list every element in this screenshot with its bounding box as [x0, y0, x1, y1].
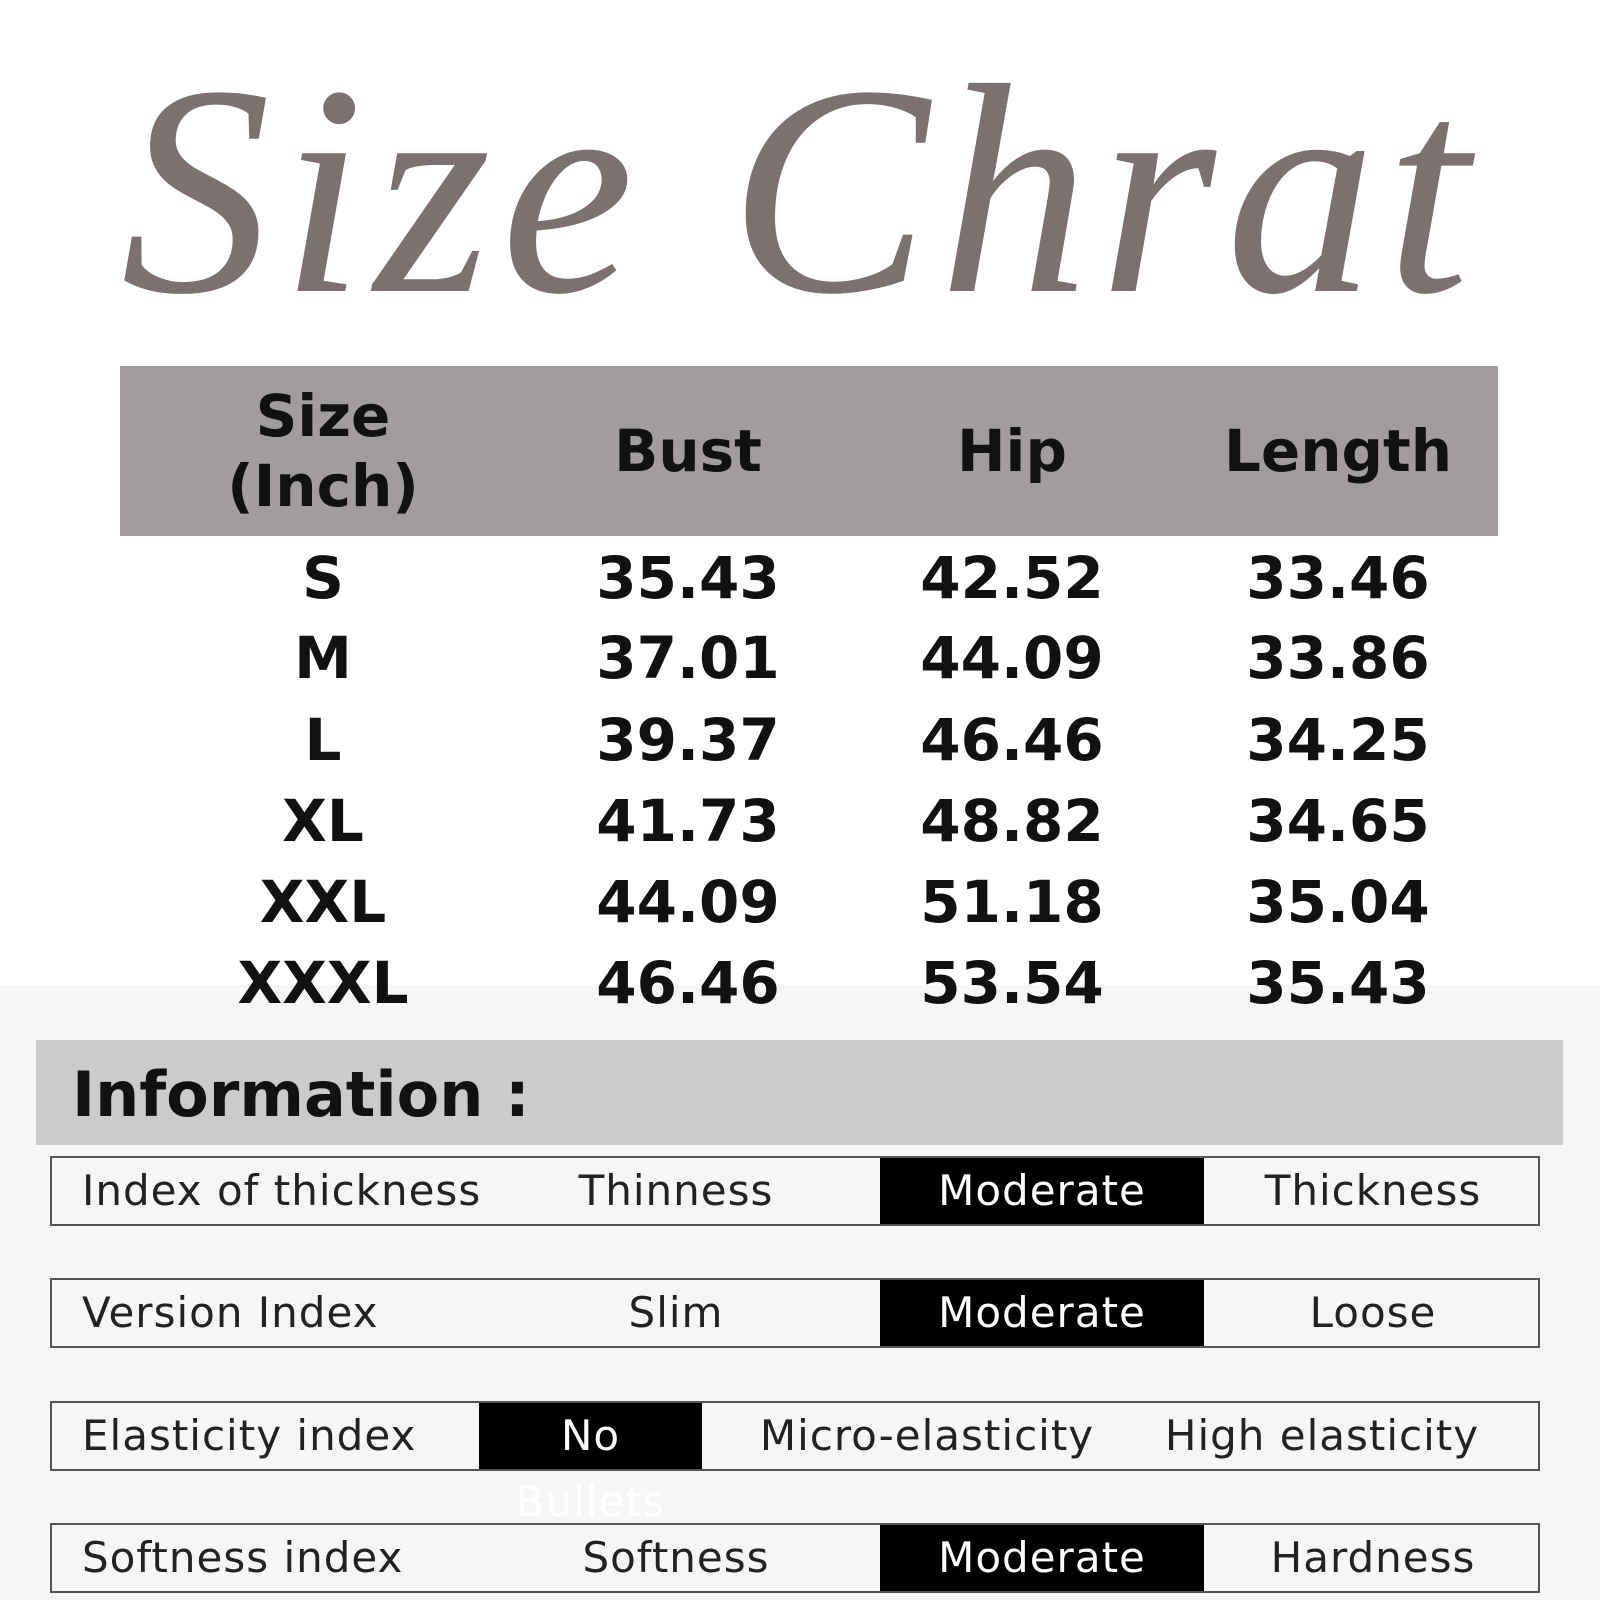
info-option: Moderate [880, 1158, 1204, 1224]
measure-cell: 48.82 [920, 787, 1104, 855]
measure-cell: 51.18 [920, 868, 1104, 936]
info-option: No Bullets [479, 1403, 702, 1526]
measure-cell: 35.04 [1246, 868, 1430, 936]
info-label: Softness index [82, 1533, 404, 1582]
measure-cell: 37.01 [596, 624, 780, 692]
measure-cell: 33.46 [1246, 544, 1430, 612]
size-cell: XXL [259, 868, 387, 936]
measure-cell: 53.54 [920, 949, 1104, 1017]
measure-cell: 41.73 [596, 787, 780, 855]
measure-cell: 34.65 [1246, 787, 1430, 855]
measure-cell: 44.09 [596, 868, 780, 936]
table-header [120, 366, 1498, 536]
measure-cell: 39.37 [596, 706, 780, 774]
measure-cell: 46.46 [920, 706, 1104, 774]
info-row: Version Index Slim Moderate Loose [50, 1278, 1540, 1348]
info-option: Micro-elasticity [759, 1411, 1095, 1460]
size-cell: M [294, 624, 352, 692]
size-cell: XL [282, 787, 364, 855]
info-option: Moderate [880, 1280, 1204, 1346]
info-label: Index of thickness [82, 1166, 482, 1215]
measure-cell: 46.46 [596, 949, 780, 1017]
measure-cell: 33.86 [1246, 624, 1430, 692]
measure-cell: 44.09 [920, 624, 1104, 692]
info-option: High elasticity [1164, 1411, 1480, 1460]
info-option: Softness [582, 1533, 770, 1582]
info-option: Slim [628, 1288, 724, 1337]
size-cell: S [302, 544, 344, 612]
measure-cell: 35.43 [596, 544, 780, 612]
info-label: Version Index [82, 1288, 379, 1337]
measure-cell: 34.25 [1246, 706, 1430, 774]
info-label: Elasticity index [82, 1411, 417, 1460]
column-header: Hip [957, 417, 1067, 485]
info-title: Information : [72, 1058, 530, 1131]
measure-cell: 35.43 [1246, 949, 1430, 1017]
info-option: Thinness [578, 1166, 774, 1215]
info-row: Elasticity index No Bullets Micro-elastici… [50, 1401, 1540, 1526]
info-option: Hardness [1270, 1533, 1476, 1582]
column-header: Bust [614, 417, 762, 485]
measure-cell: 42.52 [920, 544, 1104, 612]
info-option: Thickness [1264, 1166, 1482, 1215]
column-header: Size (Inch) [227, 382, 419, 520]
page-title: Size Chrat [120, 24, 1480, 356]
size-cell: XXXL [237, 949, 409, 1017]
info-option: Moderate [880, 1525, 1204, 1591]
info-row: Index of thickness Thinness Moderate Thickn… [50, 1156, 1540, 1226]
column-header: Length [1223, 417, 1453, 485]
info-option: Loose [1309, 1288, 1437, 1337]
info-header [36, 1040, 1563, 1145]
size-cell: L [304, 706, 342, 774]
info-row: Softness index Softness Moderate Hardness [50, 1523, 1540, 1593]
